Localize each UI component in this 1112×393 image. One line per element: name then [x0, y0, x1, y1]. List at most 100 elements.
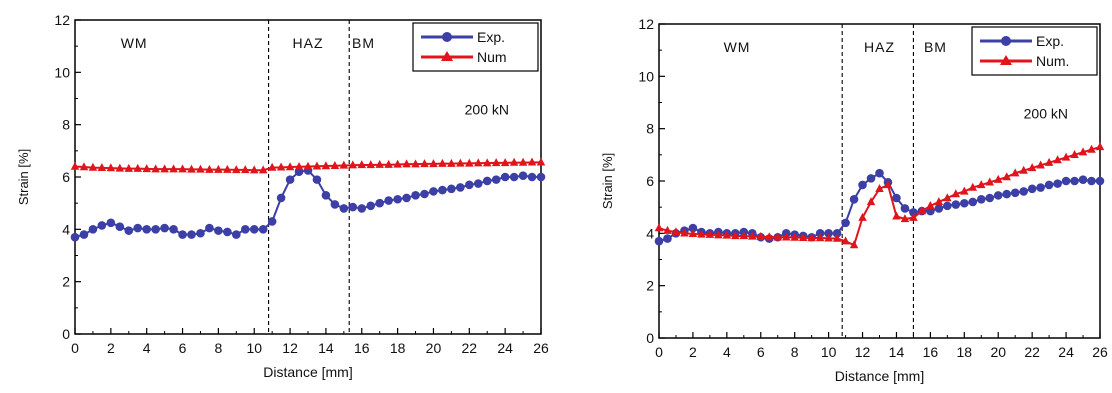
- data-point-num: [960, 186, 969, 195]
- data-point-exp: [115, 222, 125, 232]
- data-point-num: [348, 160, 358, 169]
- y-tick-label: 4: [62, 221, 70, 237]
- data-point-exp: [375, 198, 384, 208]
- x-tick-label: 6: [179, 340, 187, 356]
- data-point-num: [680, 228, 689, 237]
- data-point-exp: [518, 171, 528, 180]
- data-point-exp: [473, 179, 483, 188]
- data-point-exp: [465, 180, 474, 190]
- data-point-exp: [124, 226, 134, 235]
- x-tick-label: 16: [923, 344, 939, 360]
- data-point-num: [366, 160, 375, 169]
- data-point-num: [858, 212, 867, 221]
- data-point-num: [739, 231, 749, 240]
- data-point-exp: [1036, 183, 1045, 192]
- data-point-num: [97, 163, 107, 172]
- data-point-num: [402, 159, 411, 168]
- data-point-num: [303, 161, 313, 170]
- data-point-exp: [88, 225, 98, 234]
- x-tick-label: 2: [107, 340, 115, 356]
- data-point-num: [169, 164, 178, 173]
- data-point-num: [151, 164, 160, 173]
- data-point-num: [824, 233, 833, 242]
- y-tick-label: 0: [62, 326, 70, 342]
- data-point-num: [258, 165, 268, 174]
- y-tick-label: 6: [646, 173, 654, 189]
- data-point-exp: [849, 195, 859, 204]
- data-point-exp: [196, 228, 205, 238]
- data-point-num: [115, 163, 125, 172]
- data-point-num: [330, 160, 340, 169]
- data-point-num: [985, 177, 994, 186]
- data-point-exp: [892, 193, 901, 203]
- load-annotation: 200 kN: [1024, 106, 1068, 122]
- data-point-exp: [169, 225, 178, 234]
- x-tick-label: 10: [246, 340, 262, 356]
- data-point-num: [1044, 157, 1054, 166]
- data-point-exp: [1002, 189, 1012, 199]
- y-tick-label: 10: [638, 68, 654, 84]
- data-point-num: [267, 162, 277, 171]
- data-point-num: [339, 160, 349, 169]
- data-point-num: [79, 162, 89, 171]
- data-point-num: [276, 162, 286, 171]
- data-point-exp: [951, 200, 961, 209]
- data-point-num: [474, 158, 483, 167]
- data-point-num: [781, 232, 791, 241]
- data-point-num: [384, 159, 393, 168]
- region-label-haz: HAZ: [293, 35, 324, 51]
- data-point-exp: [663, 234, 672, 243]
- data-point-exp: [1087, 176, 1096, 186]
- data-point-exp: [934, 204, 944, 213]
- x-tick-label: 22: [1024, 344, 1040, 360]
- data-point-num: [714, 230, 723, 239]
- data-point-num: [866, 197, 876, 206]
- x-tick-label: 0: [71, 340, 79, 356]
- data-point-num: [491, 158, 501, 167]
- data-point-num: [1027, 163, 1037, 172]
- region-label-bm: BM: [924, 39, 947, 55]
- data-point-exp: [482, 176, 492, 186]
- data-point-num: [1053, 155, 1062, 164]
- data-point-num: [1002, 172, 1011, 181]
- legend-marker: [1001, 36, 1011, 46]
- legend-label: Num: [477, 49, 507, 65]
- data-point-num: [968, 182, 978, 191]
- data-point-num: [133, 163, 142, 172]
- data-point-num: [88, 162, 98, 171]
- data-point-num: [1019, 165, 1028, 174]
- legend-label: Num.: [1036, 53, 1069, 69]
- data-point-num: [892, 211, 901, 220]
- data-point-num: [926, 201, 935, 210]
- data-point-exp: [178, 230, 187, 239]
- data-point-num: [482, 158, 492, 167]
- data-point-exp: [142, 225, 151, 234]
- y-tick-label: 4: [646, 225, 654, 241]
- x-tick-label: 8: [214, 340, 222, 356]
- data-point-exp: [985, 193, 995, 203]
- x-tick-label: 0: [655, 344, 663, 360]
- data-point-exp: [70, 232, 80, 242]
- load-annotation: 200 kN: [465, 102, 509, 118]
- data-point-exp: [491, 175, 501, 184]
- data-point-num: [883, 180, 893, 189]
- data-point-num: [748, 231, 757, 240]
- data-point-num: [223, 164, 232, 173]
- data-point-num: [722, 230, 732, 239]
- data-point-num: [205, 164, 214, 173]
- data-point-num: [731, 231, 740, 240]
- x-tick-label: 20: [426, 340, 442, 356]
- data-point-num: [312, 161, 322, 170]
- data-point-exp: [500, 172, 510, 182]
- data-point-exp: [348, 202, 358, 212]
- data-point-exp: [900, 204, 910, 213]
- data-point-num: [357, 160, 367, 169]
- data-point-num: [509, 157, 519, 166]
- data-point-num: [500, 158, 510, 167]
- data-point-num: [773, 232, 782, 241]
- data-point-exp: [366, 201, 376, 211]
- legend-label: Exp.: [1036, 33, 1064, 49]
- x-tick-label: 26: [1092, 344, 1108, 360]
- legend-marker: [442, 32, 452, 42]
- y-tick-label: 12: [638, 16, 654, 32]
